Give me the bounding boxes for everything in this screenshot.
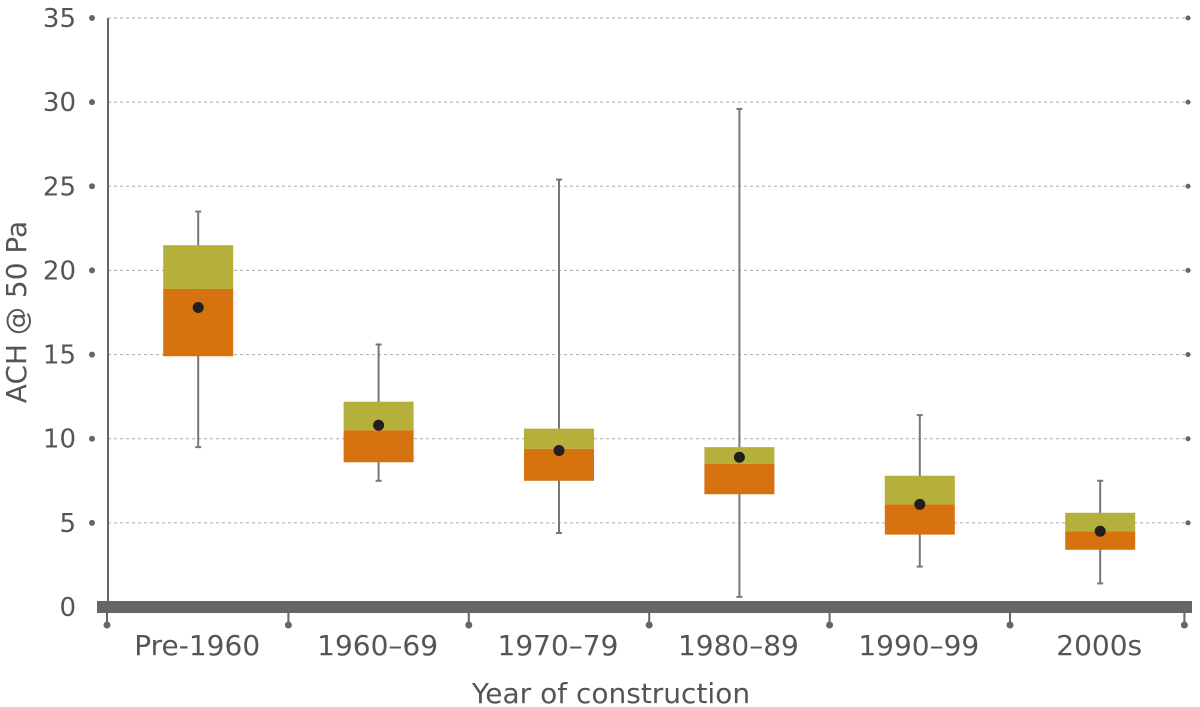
- y-tick-label: 10: [43, 425, 76, 455]
- x-tick-dot: [1180, 621, 1188, 629]
- box-group: [163, 210, 234, 449]
- x-category-label: 1960–69: [317, 629, 438, 662]
- mean-marker: [1094, 525, 1106, 537]
- y-tick-label: 0: [59, 593, 76, 623]
- box-group: [1065, 479, 1136, 585]
- y-tick-dot: [89, 183, 95, 190]
- x-tick-dot: [284, 621, 292, 629]
- y-tick-label: 15: [43, 341, 76, 371]
- box-upper-quartile: [1065, 512, 1136, 532]
- box-group: [704, 107, 775, 598]
- y-tick-dot: [89, 99, 95, 106]
- grid-end-dot: [1185, 99, 1191, 105]
- x-category-label: 1990–99: [858, 629, 979, 662]
- y-tick-label: 30: [43, 88, 76, 118]
- box-upper-quartile: [163, 245, 234, 289]
- y-tick-dot: [89, 435, 95, 442]
- mean-marker: [553, 444, 565, 456]
- box-group: [884, 414, 955, 568]
- mean-marker: [192, 301, 204, 313]
- box-group: [524, 178, 594, 534]
- x-tick-dot: [645, 621, 653, 629]
- y-tick-dot: [89, 519, 95, 526]
- x-axis-title: Year of construction: [471, 677, 750, 707]
- box-upper-quartile: [524, 428, 594, 449]
- x-category-label: 1970–79: [498, 629, 619, 662]
- grid-end-dot: [1185, 352, 1191, 358]
- grid-end-dot: [1185, 520, 1191, 526]
- y-tick-label: 20: [43, 256, 76, 286]
- y-tick-dot: [89, 15, 95, 21]
- grid-lines: [89, 15, 1192, 526]
- y-tick-dot: [89, 351, 95, 358]
- grid-end-dot: [1185, 183, 1191, 189]
- grid-end-dot: [1185, 15, 1191, 21]
- x-tick-dot: [103, 621, 111, 629]
- y-tick-label: 25: [43, 172, 76, 202]
- box-lower-quartile: [163, 288, 234, 357]
- y-tick-dot: [89, 267, 95, 274]
- y-axis-title: ACH @ 50 Pa: [0, 221, 33, 403]
- x-tick-dot: [465, 621, 473, 629]
- x-category-label: 1980–89: [678, 629, 799, 662]
- grid-end-dot: [1185, 267, 1191, 273]
- x-tick-dot: [1006, 621, 1014, 629]
- mean-marker: [914, 498, 926, 510]
- x-axis: Pre-1960 1960–69 1970–79 1980–89 1990–99 2000…: [97, 601, 1192, 662]
- x-category-label: Pre-1960: [134, 629, 260, 662]
- y-tick-label: 35: [43, 4, 76, 34]
- box-lower-quartile: [343, 430, 414, 463]
- x-category-label: 2000s: [1056, 629, 1142, 662]
- box-lower-quartile: [1065, 531, 1136, 550]
- mean-marker: [733, 451, 745, 463]
- grid-end-dot: [1185, 436, 1191, 442]
- box-group: [343, 343, 414, 482]
- mean-marker: [373, 419, 385, 431]
- x-axis-bar: [97, 601, 1192, 613]
- boxes: [163, 107, 1136, 598]
- y-axis: 0 5 10 15 20 25 30 35: [43, 4, 109, 623]
- x-tick-dot: [826, 621, 834, 629]
- box-lower-quartile: [704, 463, 775, 495]
- y-tick-label: 5: [59, 509, 76, 539]
